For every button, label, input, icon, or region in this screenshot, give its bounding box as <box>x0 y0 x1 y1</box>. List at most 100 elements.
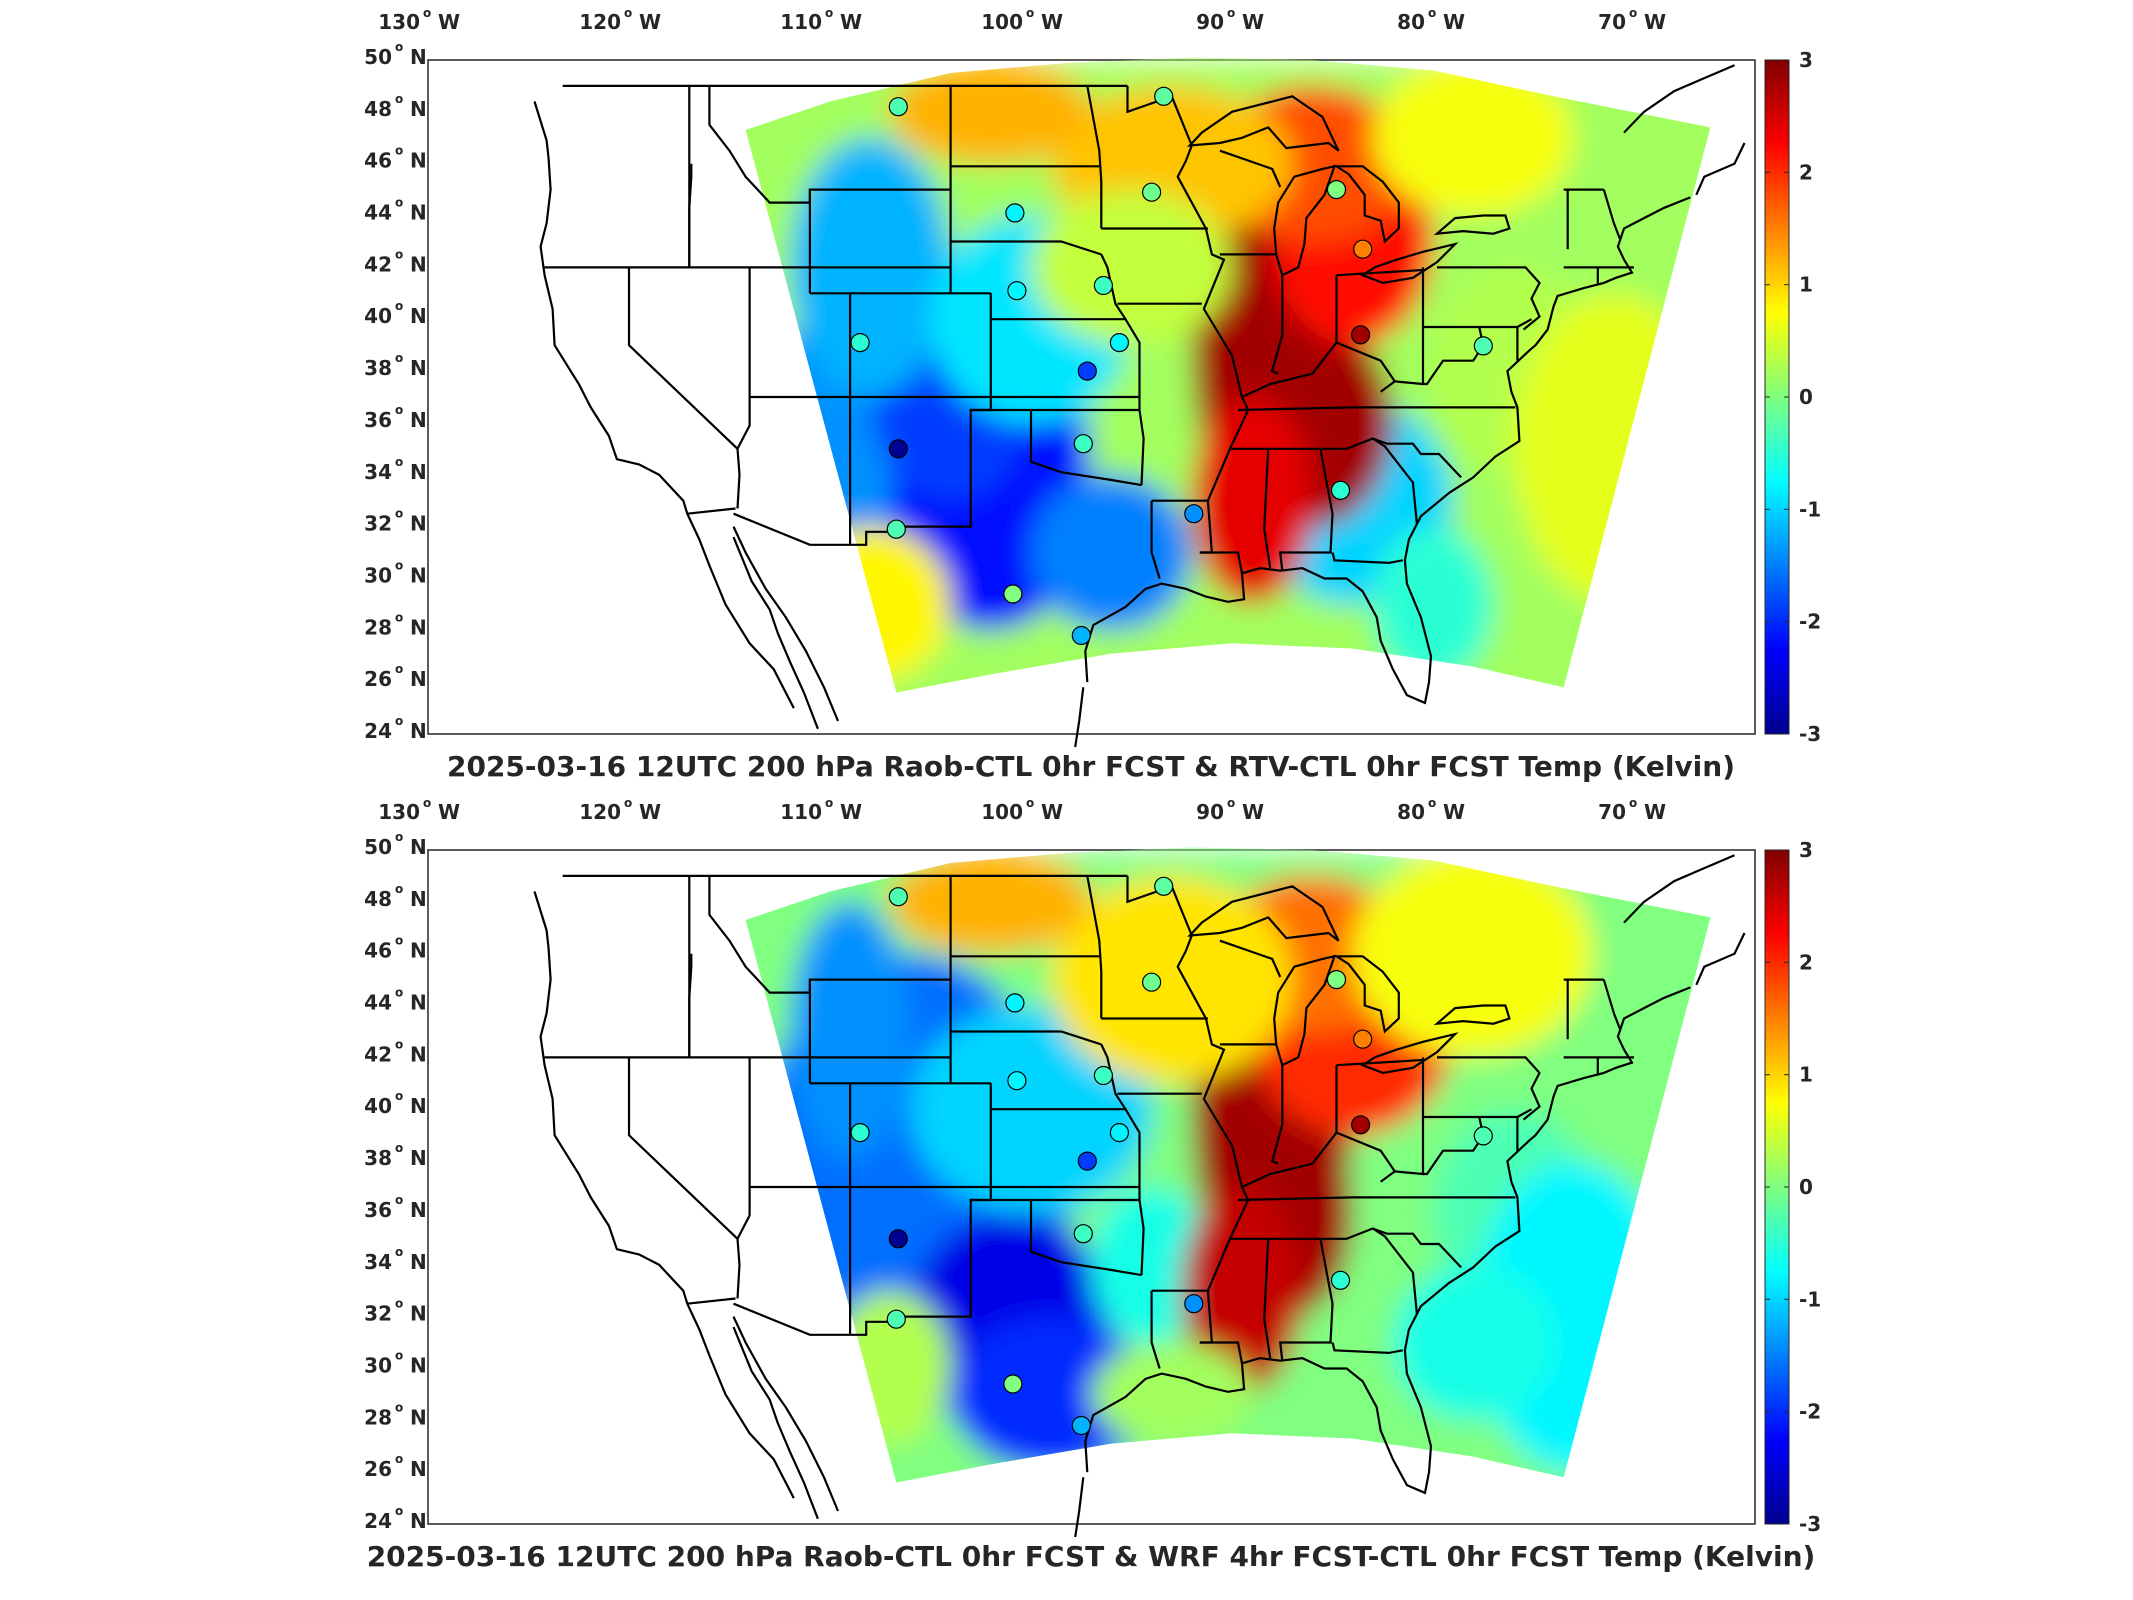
lon-tick-value: 100 <box>981 800 1023 824</box>
raob-station-marker <box>1109 1122 1130 1143</box>
colorbar-tick-label: -3 <box>1799 1512 1821 1536</box>
lat-tick-value: 44 <box>364 991 392 1015</box>
colorbar-tick-label: 3 <box>1799 838 1813 862</box>
colorbar-tick-label: 1 <box>1799 1063 1813 1087</box>
lat-tick-hemisphere: N <box>410 563 427 587</box>
lon-tick-hemisphere: W <box>639 10 661 34</box>
lon-tick-label: 80 o W <box>1397 796 1465 824</box>
raob-station-marker <box>886 1309 906 1329</box>
lat-tick-degree: o <box>395 196 403 210</box>
lat-tick-value: 34 <box>364 1250 392 1274</box>
state-border <box>1237 1196 1516 1202</box>
state-border <box>1263 1238 1272 1359</box>
state-border <box>1219 149 1282 188</box>
lon-tick-label: 120 o W <box>579 796 661 824</box>
lon-tick-label: 80 o W <box>1397 6 1465 34</box>
latitude-ticks: 50 o N48 o N46 o N44 o N42 o N40 o N38 o N36 o N34 o N32 o N… <box>364 40 427 743</box>
raob-station-marker <box>1326 969 1347 990</box>
colorbar-tick-label: -1 <box>1799 497 1821 521</box>
raob-station-marker <box>850 1122 870 1143</box>
lon-tick-degree: o <box>1026 796 1034 810</box>
lat-tick-label: 38 o N <box>364 1141 427 1170</box>
state-border <box>1086 875 1103 1019</box>
state-border <box>1150 1290 1161 1369</box>
lat-tick-label: 50 o N <box>364 40 427 69</box>
state-border <box>950 240 1102 256</box>
state-border <box>1437 266 1541 331</box>
lat-tick-degree: o <box>395 40 403 54</box>
lat-tick-degree: o <box>395 1297 403 1311</box>
lon-tick-degree: o <box>1428 796 1436 810</box>
lon-tick-hemisphere: W <box>438 800 460 824</box>
colorbar-tick-label: 3 <box>1799 48 1813 72</box>
raob-station-marker <box>888 97 908 117</box>
state-border <box>1331 552 1404 565</box>
lon-tick-label: 100 o W <box>981 6 1063 34</box>
lat-tick-hemisphere: N <box>410 201 427 225</box>
lat-tick-label: 48 o N <box>364 882 427 911</box>
lat-tick-degree: o <box>395 247 403 261</box>
lat-tick-label: 46 o N <box>364 934 427 963</box>
state-border <box>1602 189 1621 240</box>
lat-tick-label: 32 o N <box>364 507 427 536</box>
lat-tick-hemisphere: N <box>410 1146 427 1170</box>
great-lake-outline <box>1360 1032 1459 1075</box>
lat-tick-value: 38 <box>364 1146 392 1170</box>
coastline <box>533 854 1746 1538</box>
lat-tick-degree: o <box>395 299 403 313</box>
lat-tick-value: 38 <box>364 356 392 380</box>
state-border <box>733 1302 901 1336</box>
lat-tick-value: 48 <box>364 97 392 121</box>
lat-tick-hemisphere: N <box>410 408 427 432</box>
lat-tick-label: 46 o N <box>364 144 427 173</box>
lon-tick-label: 110 o W <box>780 796 862 824</box>
lat-tick-value: 46 <box>364 939 392 963</box>
raob-station-marker <box>1073 1224 1093 1244</box>
lon-tick-hemisphere: W <box>1644 10 1666 34</box>
lon-tick-value: 130 <box>378 800 420 824</box>
lat-tick-degree: o <box>395 830 403 844</box>
coast-line <box>732 526 840 722</box>
state-border <box>1138 409 1145 486</box>
lon-tick-value: 130 <box>378 10 420 34</box>
state-border <box>627 1057 739 1240</box>
longitude-ticks: 130 o W 120 o W 110 o W 100 o W 90 o W 80 o W 70 o W <box>378 6 1666 34</box>
lat-tick-label: 40 o N <box>364 1089 427 1118</box>
lat-tick-value: 34 <box>364 460 392 484</box>
lat-tick-label: 32 o N <box>364 1297 427 1326</box>
lat-tick-hemisphere: N <box>410 615 427 639</box>
lat-tick-degree: o <box>395 455 403 469</box>
state-border <box>1336 268 1424 277</box>
lat-tick-degree: o <box>395 92 403 106</box>
lon-tick-degree: o <box>1227 6 1235 20</box>
coast-line <box>732 536 819 730</box>
lon-tick-hemisphere: W <box>1041 10 1063 34</box>
lat-tick-value: 36 <box>364 408 392 432</box>
lat-tick-hemisphere: N <box>410 1302 427 1326</box>
colorbar-ticks: 3 2 1 0 -1 -2 -3 <box>1765 48 1821 746</box>
state-border <box>736 267 751 450</box>
raob-station-marker <box>1003 584 1023 604</box>
lat-tick-value: 24 <box>364 719 392 743</box>
lon-tick-hemisphere: W <box>1041 800 1063 824</box>
lon-tick-label: 70 o W <box>1598 6 1666 34</box>
great-lake-outline <box>1332 165 1400 244</box>
coast-line <box>533 891 795 1499</box>
raob-station-marker <box>1141 182 1162 202</box>
lon-tick-label: 70 o W <box>1598 796 1666 824</box>
lat-tick-hemisphere: N <box>410 939 427 963</box>
lat-tick-label: 24 o N <box>364 714 427 743</box>
lat-tick-label: 36 o N <box>364 1193 427 1222</box>
lon-tick-degree: o <box>624 796 632 810</box>
lat-tick-degree: o <box>395 403 403 417</box>
state-border <box>1278 448 1334 571</box>
state-border <box>627 267 739 450</box>
lat-tick-label: 42 o N <box>364 1037 427 1066</box>
lat-tick-hemisphere: N <box>410 667 427 691</box>
lat-tick-degree: o <box>395 986 403 1000</box>
colorbar: 3 2 1 0 -1 -2 -3 <box>1764 48 1821 746</box>
state-border <box>1331 1342 1404 1355</box>
coast-line <box>1695 932 1746 986</box>
lat-tick-hemisphere: N <box>410 1405 427 1429</box>
